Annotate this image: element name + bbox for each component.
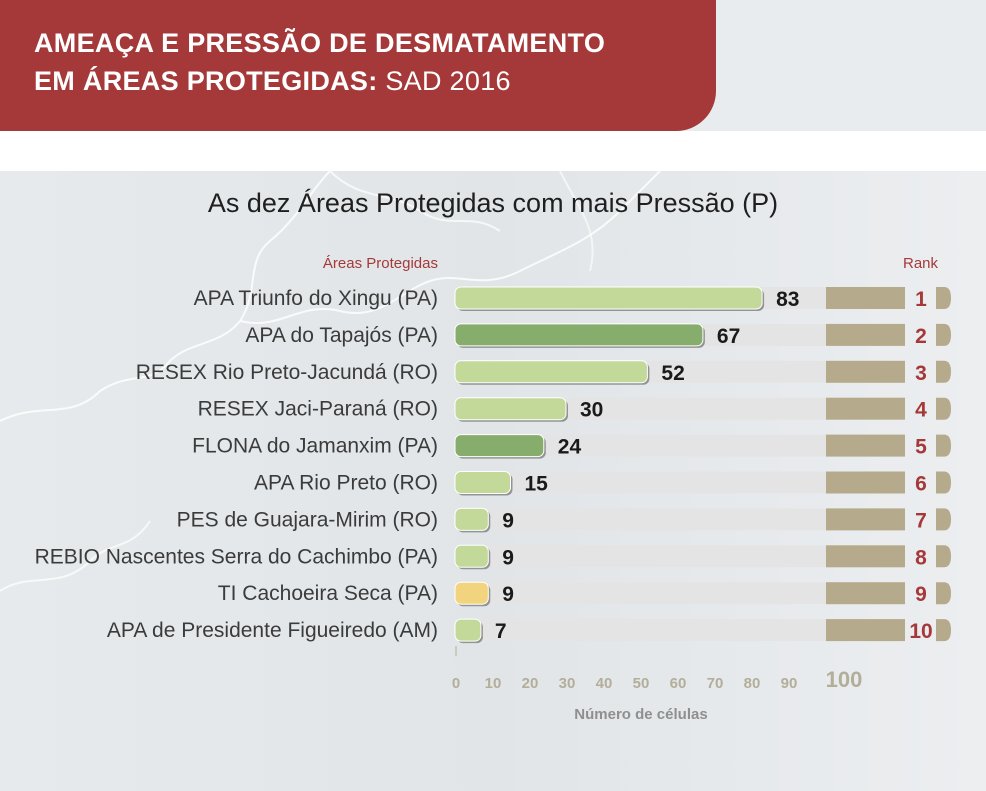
x-tick-label: 0 [452,675,460,692]
x-tick-label: 30 [559,675,576,692]
track-tan-cap [936,434,951,457]
rank-label: 2 [915,325,927,348]
value-label: 7 [495,620,507,643]
track-tan-cap [936,508,951,531]
track-light [456,471,826,494]
x-tick-label: 80 [744,675,761,692]
x-tick-label: 10 [485,675,502,692]
category-label: TI Cachoeira Seca (PA) [218,582,438,605]
category-label: REBIO Nascentes Serra do Cachimbo (PA) [35,545,438,568]
rank-label: 3 [915,362,927,385]
track-tan [826,287,905,309]
category-label: APA de Presidente Figueiredo (AM) [107,619,438,642]
bar [454,286,763,310]
track-tan-cap [936,360,951,383]
category-label: RESEX Rio Preto-Jacundá (RO) [136,361,438,384]
track-tan [826,619,905,642]
track-light [456,582,826,605]
value-label: 9 [502,509,514,532]
value-label: 15 [525,473,549,496]
rank-label: 9 [915,583,927,606]
x-tick-label: 20 [522,675,539,692]
category-label: APA do Tapajós (PA) [245,324,438,347]
track-light [456,508,826,531]
rank-label: 6 [915,473,927,496]
x-tick-label: 90 [781,675,798,692]
category-header: Áreas Protegidas [322,255,438,272]
rank-header: Rank [903,255,939,272]
track-tan-cap [936,619,951,642]
category-label: FLONA do Jamanxim (PA) [192,435,438,458]
track-tan [826,360,905,383]
x-axis-label: Número de células [574,706,707,723]
track-tan-cap [936,323,951,346]
track-tan [826,397,905,420]
bar [454,323,704,347]
header-title-main: EM ÁREAS PROTEGIDAS: [34,66,378,96]
category-label: APA Rio Preto (RO) [254,472,438,495]
header-title-suffix: SAD 2016 [385,66,511,96]
bar [454,544,489,568]
x-tick-label: 40 [596,675,613,692]
value-label: 52 [661,362,684,385]
track-tan [826,323,905,346]
rank-label: 8 [915,546,927,569]
bar [454,434,545,458]
rank-label: 4 [915,399,927,422]
x-tick-label: 50 [633,675,650,692]
white-band [0,131,986,171]
value-label: 83 [776,288,799,311]
track-tan-cap [936,471,951,494]
track-tan-cap [936,582,951,605]
track-tan [826,434,905,457]
track-tan-cap [936,287,951,309]
track-tan [826,545,905,568]
x-tick-label: 70 [707,675,724,692]
chart-title: As dez Áreas Protegidas com mais Pressão… [207,188,779,218]
header-banner: AMEAÇA E PRESSÃO DE DESMATAMENTO EM ÁREA… [0,0,716,131]
value-label: 9 [502,546,514,569]
rank-label: 10 [909,620,932,643]
track-light [456,545,826,568]
track-tan [826,508,905,531]
track-tan [826,582,905,605]
bar [454,618,482,642]
track-tan [826,471,905,494]
value-label: 30 [580,399,603,422]
track-light [456,434,826,457]
category-label: APA Triunfo do Xingu (PA) [194,287,438,310]
rank-label: 1 [915,288,927,311]
value-label: 24 [558,436,582,459]
bar [454,507,489,531]
rank-label: 7 [915,509,927,532]
bar [454,471,511,494]
category-label: PES de Guajara-Mirim (RO) [177,508,438,531]
header-title-line1: AMEAÇA E PRESSÃO DE DESMATAMENTO [34,28,606,58]
bar [454,581,489,605]
x-tick-label: 100 [826,667,863,692]
value-label: 67 [717,325,740,348]
bar [454,360,648,384]
track-tan-cap [936,397,951,420]
track-tan-cap [936,545,951,568]
x-tick-label: 60 [670,675,687,692]
rank-label: 5 [915,436,927,459]
category-label: RESEX Jaci-Paraná (RO) [198,398,438,421]
bar [454,397,567,421]
track-light [456,619,826,642]
value-label: 9 [502,583,514,606]
header-title-line2: EM ÁREAS PROTEGIDAS: SAD 2016 [34,66,511,97]
